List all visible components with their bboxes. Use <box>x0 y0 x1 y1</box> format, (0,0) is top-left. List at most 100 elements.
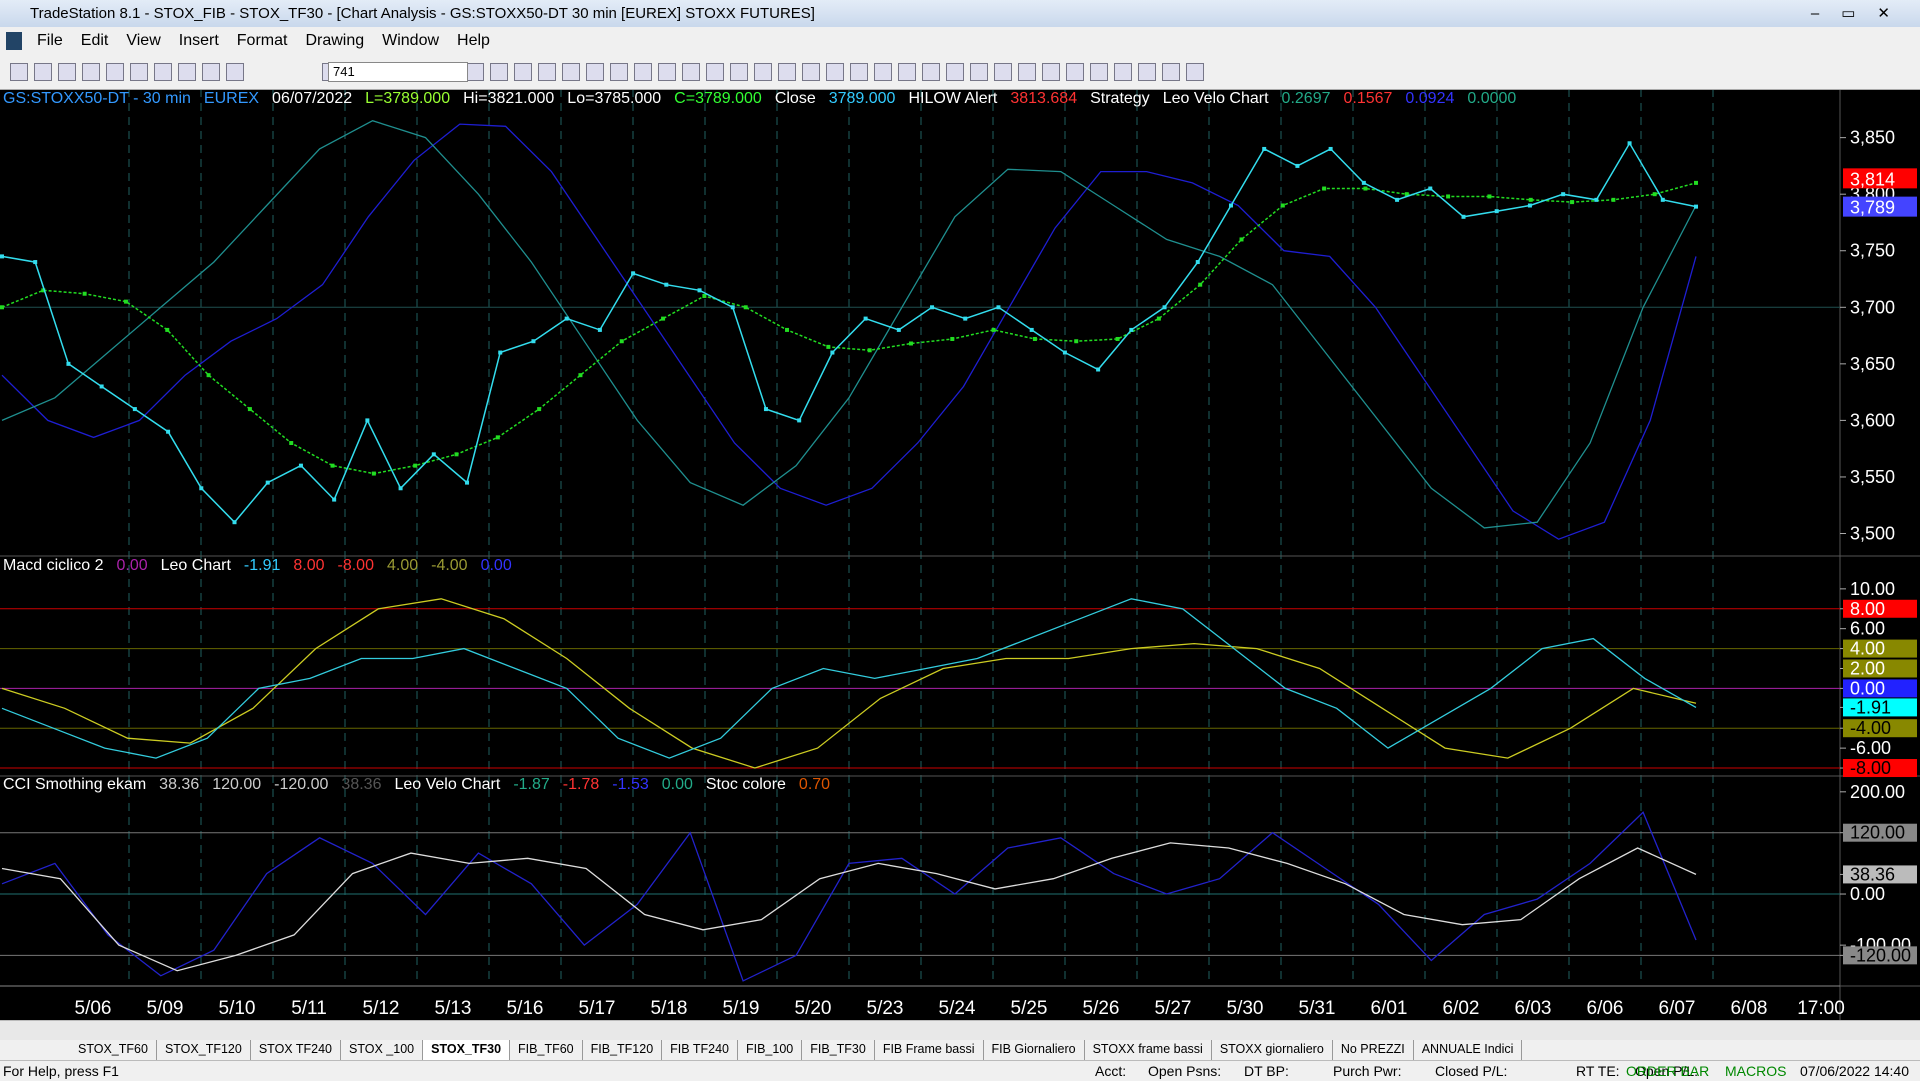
tool-button[interactable] <box>490 63 508 81</box>
tab[interactable]: STOX_TF30 <box>423 1040 511 1060</box>
tool-button[interactable] <box>82 63 100 81</box>
x-tick-label: 5/11 <box>291 998 327 1019</box>
tool-button[interactable] <box>826 63 844 81</box>
tool-button[interactable] <box>658 63 676 81</box>
tool-button[interactable] <box>898 63 916 81</box>
data-point <box>232 520 237 525</box>
tool-button[interactable] <box>730 63 748 81</box>
tool-button[interactable] <box>1066 63 1084 81</box>
data-point <box>1428 186 1433 191</box>
tool-button[interactable] <box>946 63 964 81</box>
data-point <box>0 254 4 259</box>
menu-item[interactable]: Help <box>457 32 490 49</box>
tool-button[interactable] <box>970 63 988 81</box>
tool-button[interactable] <box>154 63 172 81</box>
macros[interactable]: MACROS <box>1725 1063 1787 1079</box>
bar-count-combo[interactable]: 741 <box>328 62 468 82</box>
tool-button[interactable] <box>634 63 652 81</box>
tool-button[interactable] <box>466 63 484 81</box>
tool-button[interactable] <box>1114 63 1132 81</box>
tool-button[interactable] <box>1042 63 1060 81</box>
x-tick-label: 5/17 <box>579 998 616 1019</box>
menu-item[interactable]: Drawing <box>305 32 365 49</box>
menu-item[interactable]: File <box>37 32 63 49</box>
tab[interactable]: STOXX frame bassi <box>1085 1040 1212 1060</box>
order-bar[interactable]: ORDER BAR <box>1626 1063 1710 1079</box>
status-field: Closed P/L: <box>1435 1063 1508 1079</box>
tool-button[interactable] <box>58 63 76 81</box>
last-value-box <box>1843 168 1917 189</box>
series-line <box>1 811 1697 982</box>
tool-button[interactable] <box>202 63 220 81</box>
tool-button[interactable] <box>562 63 580 81</box>
tool-button[interactable] <box>538 63 556 81</box>
data-point <box>930 305 935 310</box>
tool-button[interactable] <box>106 63 124 81</box>
data-point <box>1074 339 1079 344</box>
tab[interactable]: FIB Frame bassi <box>875 1040 984 1060</box>
tab[interactable]: FIB_100 <box>738 1040 803 1060</box>
series-line <box>1 141 1697 524</box>
menu-item[interactable]: Format <box>236 32 288 49</box>
tool-button[interactable] <box>682 63 700 81</box>
tab[interactable]: STOX _100 <box>341 1040 424 1060</box>
data-point <box>531 339 536 344</box>
tab[interactable]: STOX_TF60 <box>70 1040 157 1060</box>
header-text: HILOW Alert <box>908 90 998 107</box>
data-point <box>867 348 872 353</box>
data-point <box>1660 197 1665 202</box>
data-point <box>123 299 128 304</box>
tab[interactable]: STOXX giornaliero <box>1212 1040 1333 1060</box>
tool-button[interactable] <box>130 63 148 81</box>
series-line <box>1 119 1697 529</box>
header-text: 0.0924 <box>1405 90 1455 107</box>
tool-button[interactable] <box>514 63 532 81</box>
tool-button[interactable] <box>874 63 892 81</box>
tab[interactable]: FIB_TF30 <box>802 1040 875 1060</box>
tool-button[interactable] <box>802 63 820 81</box>
tool-button[interactable] <box>34 63 52 81</box>
window-controls[interactable]: –▭✕ <box>1810 5 1912 22</box>
tool-button[interactable] <box>1090 63 1108 81</box>
menu-item[interactable]: View <box>126 32 161 49</box>
tab[interactable]: FIB_TF60 <box>510 1040 583 1060</box>
menu-item[interactable]: Window <box>382 32 440 49</box>
tab[interactable]: FIB TF240 <box>662 1040 738 1060</box>
tool-button[interactable] <box>778 63 796 81</box>
tool-button[interactable] <box>1162 63 1180 81</box>
x-tick-label: 5/23 <box>867 998 904 1019</box>
tab[interactable]: No PREZZI <box>1333 1040 1414 1060</box>
menu-item[interactable]: Insert <box>178 32 219 49</box>
tool-button[interactable] <box>922 63 940 81</box>
tab[interactable]: STOX TF240 <box>251 1040 342 1060</box>
tool-button[interactable] <box>994 63 1012 81</box>
menu-item[interactable]: Edit <box>80 32 109 49</box>
header-text: 3789.000 <box>828 90 896 107</box>
tab[interactable]: FIB Giornaliero <box>984 1040 1085 1060</box>
tool-button[interactable] <box>610 63 628 81</box>
header-text: Stoc colore <box>705 776 786 793</box>
header-text: Lo=3785.000 <box>567 90 662 107</box>
tool-button[interactable] <box>178 63 196 81</box>
macd-header: Macd ciclico 2 0.00 Leo Chart -1.91 8.00 -8.0… <box>3 557 512 575</box>
tool-button[interactable] <box>1018 63 1036 81</box>
tool-button[interactable] <box>1138 63 1156 81</box>
tool-button[interactable] <box>226 63 244 81</box>
tool-button[interactable] <box>706 63 724 81</box>
tool-button[interactable] <box>754 63 772 81</box>
tool-button[interactable] <box>10 63 28 81</box>
tab[interactable]: FIB_TF120 <box>583 1040 663 1060</box>
tool-button[interactable] <box>850 63 868 81</box>
data-point <box>1096 367 1101 372</box>
tab[interactable]: ANNUALE Indici <box>1414 1040 1523 1060</box>
header-text: 0.1567 <box>1343 90 1393 107</box>
data-point <box>1404 192 1409 197</box>
price-header: GS:STOXX50-DT - 30 min EUREX 06/07/2022 L=3… <box>3 90 1516 108</box>
tool-button[interactable] <box>586 63 604 81</box>
data-point <box>743 305 748 310</box>
scrollbar[interactable] <box>0 1020 1920 1041</box>
tab[interactable]: STOX_TF120 <box>157 1040 251 1060</box>
data-point <box>166 429 171 434</box>
x-tick-label: 5/16 <box>507 998 544 1019</box>
tool-button[interactable] <box>1186 63 1204 81</box>
